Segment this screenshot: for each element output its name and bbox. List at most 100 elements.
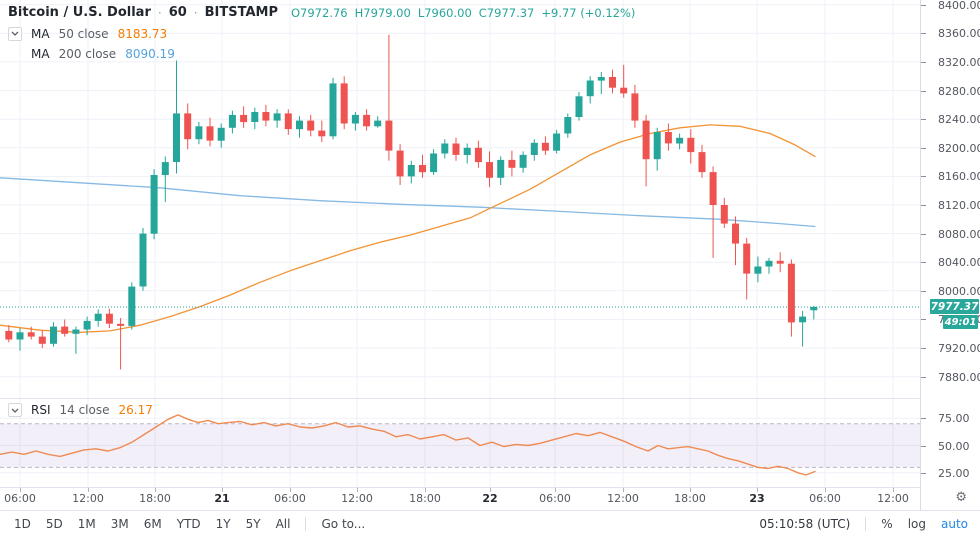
candle — [374, 120, 382, 127]
price-tick-label: 8000.00 — [938, 285, 980, 298]
candle — [609, 77, 616, 88]
chevron-down-icon[interactable] — [8, 26, 22, 41]
candle — [653, 132, 661, 160]
percent-scale-button[interactable]: % — [881, 516, 893, 531]
candle — [318, 130, 326, 137]
candle — [61, 326, 69, 334]
candle — [363, 114, 371, 127]
range-button-ytd[interactable]: YTD — [176, 516, 201, 531]
time-axis-tick — [555, 488, 556, 492]
range-button-all[interactable]: All — [275, 516, 291, 531]
bottom-toolbar: 1D 5D 1M 3M 6M YTD 1Y 5Y All Go to... 05:10:58 (U… — [0, 510, 980, 536]
range-button-6m[interactable]: 6M — [143, 516, 162, 531]
time-axis-tick — [690, 488, 691, 492]
candle — [575, 96, 583, 117]
candle — [765, 260, 773, 267]
candle — [206, 126, 214, 141]
ma200-params: 200 close — [58, 46, 117, 61]
candle — [128, 286, 136, 326]
candle — [38, 336, 46, 344]
time-axis-tick — [20, 488, 21, 492]
time-label: 12:00 — [877, 492, 909, 505]
time-label: 06:00 — [4, 492, 36, 505]
rsi-params: 14 close — [59, 403, 110, 417]
current-price-badge: 7977.37 — [930, 299, 979, 314]
time-axis-tick — [357, 488, 358, 492]
candle — [497, 159, 505, 178]
range-button-3m[interactable]: 3M — [110, 516, 129, 531]
time-label-day: 23 — [749, 492, 765, 505]
candle — [385, 120, 393, 151]
pane-divider[interactable] — [0, 398, 980, 399]
time-label-day: 21 — [214, 492, 230, 505]
candle — [240, 114, 248, 123]
candle — [184, 113, 192, 140]
time-axis-tick — [222, 488, 223, 492]
axis-tick — [921, 418, 926, 419]
rsi-legend: RSI 14 close 26.17 — [8, 403, 153, 417]
high-value: H7979.00 — [354, 5, 411, 20]
scale-controls: 05:10:58 (UTC) % log auto — [759, 516, 968, 531]
log-scale-button[interactable]: log — [907, 516, 926, 531]
range-selector: 1D 5D 1M 3M 6M YTD 1Y 5Y All Go to... — [14, 516, 366, 531]
time-label: 18:00 — [409, 492, 441, 505]
axis-tick — [921, 91, 926, 92]
price-pane-canvas[interactable] — [0, 0, 920, 398]
candle — [340, 83, 348, 124]
price-tick-label: 8080.00 — [938, 228, 980, 241]
candle — [474, 147, 482, 163]
time-axis-tick — [425, 488, 426, 492]
candle — [597, 77, 605, 81]
price-axis[interactable]: 7977.37 49:01 8400.00 8360.00 8320.00 8280.… — [920, 0, 980, 510]
axis-tick — [921, 62, 926, 63]
price-tick-label: 8280.00 — [938, 85, 980, 98]
axis-tick — [921, 205, 926, 206]
symbol-title[interactable]: Bitcoin / U.S. Dollar — [8, 5, 151, 20]
auto-scale-button[interactable]: auto — [940, 516, 968, 531]
range-button-5d[interactable]: 5D — [45, 516, 63, 531]
candle — [743, 243, 751, 274]
axis-tick — [921, 262, 926, 263]
range-button-1m[interactable]: 1M — [77, 516, 96, 531]
time-label: 12:00 — [72, 492, 104, 505]
interval-label[interactable]: 60 — [168, 5, 187, 20]
price-tick-label: 7880.00 — [938, 371, 980, 384]
range-button-1y[interactable]: 1Y — [215, 516, 231, 531]
time-axis-tick — [88, 488, 89, 492]
time-axis[interactable]: ⚙ 06:00 12:00 18:00 21 06:00 12:00 18:00 22 06:0… — [0, 488, 980, 510]
range-button-1d[interactable]: 1D — [14, 516, 31, 531]
time-axis-tick — [893, 488, 894, 492]
price-tick-label: 8160.00 — [938, 170, 980, 183]
candle — [419, 165, 426, 173]
price-tick-label: 8120.00 — [938, 199, 980, 212]
candle — [709, 172, 717, 205]
candle — [396, 150, 404, 177]
axis-tick — [921, 33, 926, 34]
low-value: L7960.00 — [417, 5, 472, 20]
bar-countdown-badge: 49:01 — [943, 315, 978, 329]
ma200-value: 8090.19 — [125, 46, 175, 61]
candle — [508, 159, 516, 168]
candle — [698, 152, 706, 173]
rsi-pane-canvas[interactable] — [0, 399, 920, 488]
clock: 05:10:58 (UTC) — [759, 516, 851, 531]
candle — [50, 326, 57, 344]
chevron-down-icon[interactable] — [8, 403, 22, 417]
candle — [228, 114, 236, 128]
time-axis-tick — [757, 488, 758, 492]
range-button-5y[interactable]: 5Y — [245, 516, 261, 531]
rsi-tick-label: 25.00 — [938, 467, 970, 480]
price-tick-label: 8040.00 — [938, 256, 980, 269]
candle — [553, 133, 561, 151]
goto-button[interactable]: Go to... — [321, 516, 366, 531]
candle — [519, 154, 527, 168]
toolbar-divider — [865, 516, 867, 531]
candle — [195, 126, 203, 140]
price-tick-label: 8200.00 — [938, 142, 980, 155]
candle — [251, 112, 259, 122]
candle — [105, 313, 113, 324]
gear-icon[interactable]: ⚙ — [955, 490, 967, 505]
candle — [799, 316, 807, 323]
candle — [117, 323, 125, 326]
